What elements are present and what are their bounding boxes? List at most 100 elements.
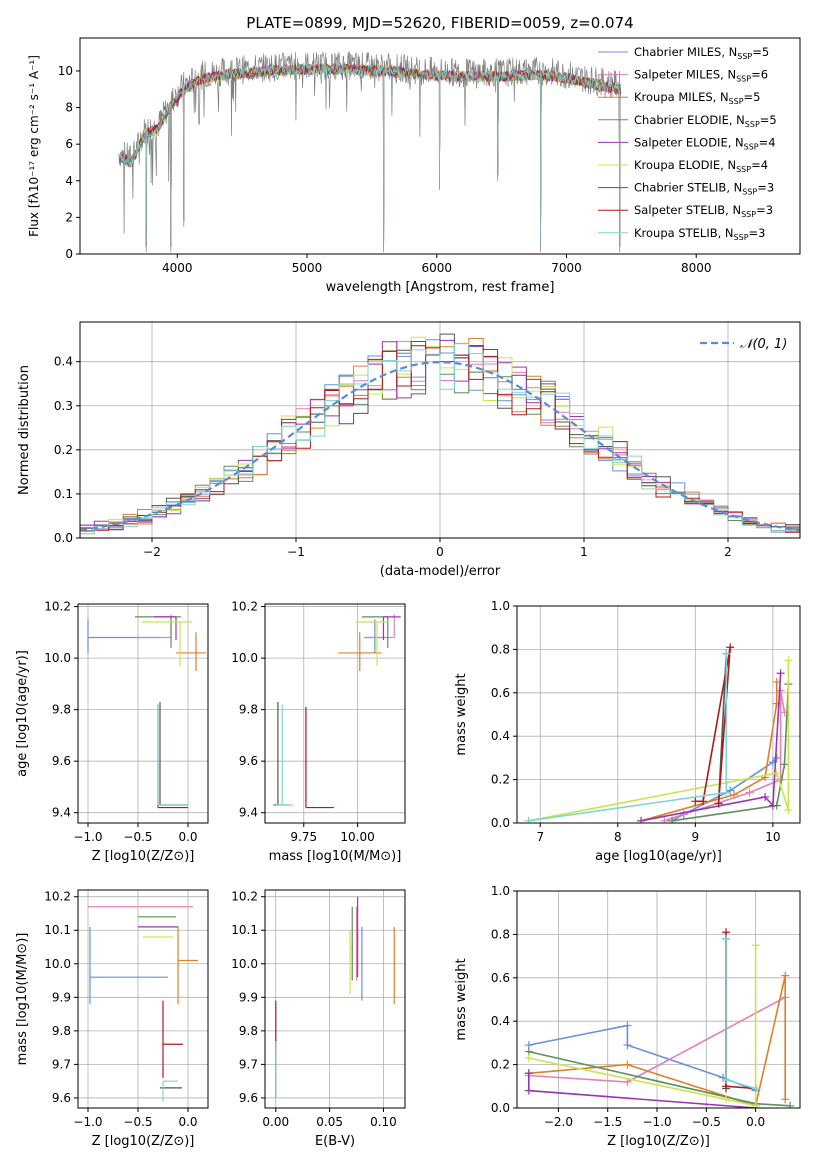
y-tick-label: 10.2 — [44, 890, 71, 904]
series-line — [640, 682, 778, 822]
y-tick-label: 9.6 — [52, 754, 71, 768]
panel-residuals: 𝒩(0, 1) −2 −1 0 1 2 0.0 0.1 0.2 0.3 0.4 (data-model… — [17, 321, 801, 579]
x-tick-label: 0.10 — [370, 1115, 397, 1129]
series-marker — [660, 816, 669, 823]
x-tick-label: −2 — [143, 545, 161, 559]
x-axis-label: wavelength [Angstrom, rest frame] — [326, 280, 555, 295]
x-tick-label: 1 — [580, 545, 588, 559]
series-marker — [668, 816, 677, 823]
panel-mass-weight-vs-age: 7 8 9 10 0.0 0.2 0.4 0.6 0.8 1.0 age [log10(age/yr… — [454, 599, 801, 864]
plot-area — [88, 906, 198, 1102]
y-tick-label: 0.8 — [491, 642, 510, 656]
plot-area — [524, 643, 793, 823]
model-spectrum — [119, 63, 622, 247]
y-tick-label: 0.6 — [491, 971, 510, 985]
histogram — [80, 343, 800, 538]
y-tick-label: 9.4 — [239, 806, 258, 820]
y-tick-label: 10.1 — [44, 923, 71, 937]
legend-entry: Chabrier ELODIE, NSSP=5 — [634, 113, 777, 129]
y-tick-label: 9.6 — [52, 1091, 71, 1105]
y-tick-label: 0.4 — [491, 729, 510, 743]
series-marker — [623, 1041, 632, 1050]
x-tick-label: −0.5 — [123, 830, 152, 844]
series-marker — [699, 797, 708, 806]
series-line — [725, 938, 756, 1090]
y-tick-label: 0.8 — [491, 927, 510, 941]
series-marker — [776, 686, 785, 695]
x-tick-label: 9 — [692, 830, 700, 844]
series-marker — [784, 656, 793, 665]
series-marker — [781, 1095, 790, 1104]
x-tick-label: 0.0 — [746, 1115, 765, 1129]
series-marker — [524, 1086, 533, 1095]
x-tick-label: 8 — [614, 830, 622, 844]
axes-frame — [77, 603, 209, 824]
series-marker — [714, 799, 723, 808]
series-line — [725, 932, 756, 1090]
y-axis-label: mass weight — [454, 958, 469, 1040]
y-tick-label: 8 — [65, 101, 73, 115]
y-tick-label: 1.0 — [491, 599, 510, 613]
x-tick-label: 0.0 — [178, 830, 197, 844]
axes-frame — [516, 605, 801, 824]
panel-age-vs-Z: −1.0 −0.5 0.0 9.4 9.6 9.8 10.0 10.2 Z [log10(Z/Z… — [15, 600, 209, 864]
plot-area — [524, 928, 795, 1108]
legend-entry: Salpeter ELODIE, NSSP=4 — [634, 135, 776, 151]
y-tick-label: 9.4 — [52, 806, 71, 820]
series-marker — [524, 816, 533, 823]
y-tick-label: 10.0 — [44, 957, 71, 971]
series-marker — [768, 801, 777, 810]
y-tick-label: 9.8 — [52, 703, 71, 717]
plot-area — [273, 614, 401, 809]
y-tick-label: 9.6 — [239, 754, 258, 768]
y-axis-label: Flux [fλ10⁻¹⁷ erg cm⁻² s⁻¹ A⁻¹] — [27, 55, 41, 237]
y-tick-label: 9.6 — [239, 1091, 258, 1105]
panel-spectrum: Chabrier MILES, NSSP=5 Salpeter MILES, NS… — [27, 37, 801, 295]
y-tick-label: 0.1 — [54, 487, 73, 501]
y-tick-label: 0.2 — [491, 1058, 510, 1072]
y-tick-label: 10.2 — [44, 600, 71, 614]
x-tick-label: −1.0 — [642, 1115, 671, 1129]
y-axis-label: Normed distribution — [17, 365, 32, 495]
x-tick-label: 5000 — [292, 261, 323, 275]
series-marker — [722, 788, 731, 797]
x-axis-label: mass [log10(M/M⊙)] — [269, 849, 402, 864]
x-tick-label: 0 — [436, 545, 444, 559]
series-marker — [772, 753, 781, 762]
x-tick-label: 2 — [724, 545, 732, 559]
y-tick-label: 0.2 — [491, 773, 510, 787]
x-tick-label: 0.00 — [262, 1115, 289, 1129]
series-marker — [780, 760, 789, 769]
series-marker — [691, 797, 700, 806]
series-line — [671, 684, 790, 822]
series-line — [528, 660, 790, 822]
panel-mass-vs-Z: −1.0 −0.5 0.0 9.6 9.7 9.8 9.9 10.0 10.1 10.2 Z [lo… — [15, 889, 209, 1149]
y-tick-label: 0.0 — [491, 816, 510, 830]
series-marker — [781, 971, 790, 980]
x-tick-label: −0.5 — [692, 1115, 721, 1129]
y-tick-label: 9.9 — [52, 990, 71, 1004]
plot-area — [118, 51, 622, 253]
series-marker — [730, 790, 739, 799]
x-tick-label: −2.0 — [544, 1115, 573, 1129]
x-tick-label: 0.0 — [178, 1115, 197, 1129]
y-tick-label: 10.2 — [231, 890, 258, 904]
x-tick-label: 7000 — [551, 261, 582, 275]
series-marker — [623, 1060, 632, 1069]
x-axis-label: age [log10(age/yr)] — [595, 849, 722, 864]
y-tick-label: 0 — [65, 247, 73, 261]
x-tick-label: −1.0 — [73, 830, 102, 844]
y-tick-label: 0.0 — [491, 1101, 510, 1115]
panel-mass-vs-EBV: 0.00 0.05 0.10 9.6 9.7 9.8 9.9 10.0 10.1 10.2 E(B-… — [231, 889, 406, 1149]
series-marker — [722, 1095, 731, 1104]
y-axis-label: mass [log10(M/M⊙)] — [15, 933, 30, 1066]
legend-entry: 𝒩(0, 1) — [740, 337, 787, 352]
x-tick-label: 6000 — [421, 261, 452, 275]
series-marker — [784, 805, 793, 814]
figure-title: PLATE=0899, MJD=52620, FIBERID=0059, z=0… — [246, 14, 633, 32]
y-axis-label: age [log10(age/yr)] — [15, 650, 30, 777]
y-tick-label: 9.8 — [52, 1024, 71, 1038]
axes-frame — [264, 603, 406, 824]
x-tick-label: 9.75 — [290, 830, 317, 844]
y-tick-label: 1.0 — [491, 884, 510, 898]
